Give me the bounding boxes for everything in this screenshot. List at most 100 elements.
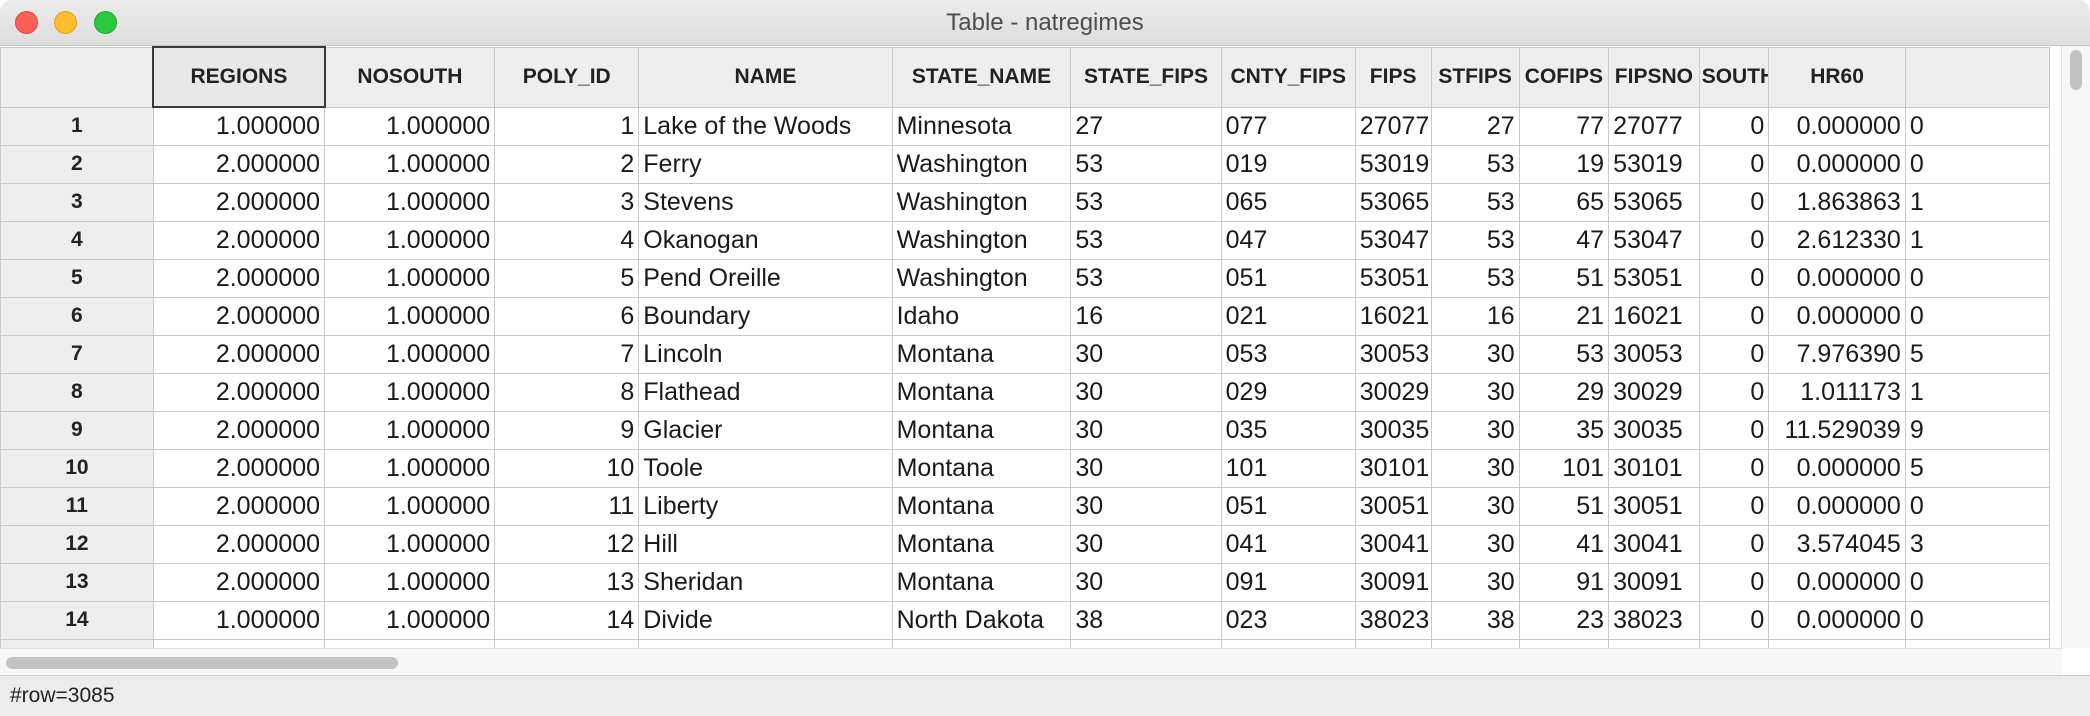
table-cell[interactable]: 1.000000	[324, 410, 496, 450]
table-cell[interactable]: Lincoln	[638, 334, 893, 374]
table-cell[interactable]	[1904, 638, 2051, 648]
table-cell[interactable]: Idaho	[891, 296, 1072, 336]
table-cell[interactable]: 0	[1698, 106, 1770, 146]
table-cell[interactable]: 3	[1904, 524, 2051, 564]
table-cell[interactable]: 0	[1698, 334, 1770, 374]
table-row[interactable]: 11 2.000000 1.000000 11 Liberty Montana 30 051 3…	[0, 486, 2051, 526]
column-header[interactable]: NAME	[638, 46, 893, 108]
table-cell[interactable]: 1.000000	[324, 486, 496, 526]
row-number[interactable]: 4	[0, 220, 154, 260]
table-cell[interactable]: 1.000000	[324, 372, 496, 412]
table-cell[interactable]: Washington	[891, 258, 1072, 298]
table-cell[interactable]: 30	[1070, 448, 1222, 488]
table-cell[interactable]: 30035	[1608, 410, 1700, 450]
table-cell[interactable]: 13	[494, 562, 640, 602]
table-cell[interactable]: 41	[1518, 524, 1610, 564]
table-cell[interactable]: 1.000000	[324, 144, 496, 184]
table-cell[interactable]: 0.000000	[1768, 600, 1906, 640]
table-cell[interactable]: 3	[494, 182, 640, 222]
table-cell[interactable]: 101	[1220, 448, 1356, 488]
table-cell[interactable]: 1.011173	[1768, 372, 1906, 412]
table-cell[interactable]: 2.000000	[152, 220, 326, 260]
table-cell[interactable]: 1.863863	[1768, 182, 1906, 222]
table-cell[interactable]: 30051	[1354, 486, 1432, 526]
table-cell[interactable]: 077	[1220, 106, 1356, 146]
table-cell[interactable]: 1.000000	[324, 182, 496, 222]
table-cell[interactable]: 30091	[1608, 562, 1700, 602]
table-cell[interactable]: 0	[1904, 144, 2051, 184]
table-cell[interactable]: 65	[1518, 182, 1610, 222]
column-header[interactable]: STFIPS	[1430, 46, 1520, 108]
table-row[interactable]: 4 2.000000 1.000000 4 Okanogan Washington 53 04…	[0, 220, 2051, 260]
table-cell[interactable]	[1518, 638, 1610, 648]
table-cell[interactable]: 30	[1070, 562, 1222, 602]
table-cell[interactable]: 1.000000	[152, 106, 326, 146]
table-cell[interactable]: 10	[494, 448, 640, 488]
table-cell[interactable]: 0.000000	[1768, 562, 1906, 602]
table-cell[interactable]: Montana	[891, 410, 1072, 450]
table-cell[interactable]	[152, 638, 326, 648]
row-number[interactable]: 12	[0, 524, 154, 564]
column-header[interactable]: REGIONS	[152, 46, 326, 108]
table-cell[interactable]: 2	[494, 144, 640, 184]
table-cell[interactable]: 1	[1904, 220, 2051, 260]
table-cell[interactable]: 0.000000	[1768, 448, 1906, 488]
table-cell[interactable]: Montana	[891, 562, 1072, 602]
table-cell[interactable]: 1	[1904, 372, 2051, 412]
table-cell[interactable]: 1.000000	[324, 524, 496, 564]
table-cell[interactable]: 0.000000	[1768, 144, 1906, 184]
table-cell[interactable]: Hill	[638, 524, 893, 564]
table-cell[interactable]: 53	[1430, 258, 1520, 298]
table-cell[interactable]: Montana	[891, 486, 1072, 526]
table-cell[interactable]: 38023	[1354, 600, 1432, 640]
table-cell[interactable]: Glacier	[638, 410, 893, 450]
table-cell[interactable]: 14	[494, 600, 640, 640]
table-cell[interactable]: 27077	[1608, 106, 1700, 146]
table-cell[interactable]: Montana	[891, 524, 1072, 564]
table-cell[interactable]: 23	[1518, 600, 1610, 640]
table-cell[interactable]: 53	[1430, 220, 1520, 260]
table-row[interactable]: 14 1.000000 1.000000 14 Divide North Dakota 38…	[0, 600, 2051, 640]
column-header[interactable]: POLY_ID	[494, 46, 640, 108]
table-cell[interactable]: 30	[1430, 334, 1520, 374]
table-cell[interactable]	[1698, 638, 1770, 648]
table-row[interactable]: 8 2.000000 1.000000 8 Flathead Montana 30 029 30…	[0, 372, 2051, 412]
table-cell[interactable]: Sheridan	[638, 562, 893, 602]
table-cell[interactable]: 5	[1904, 334, 2051, 374]
table-cell[interactable]: 53047	[1354, 220, 1432, 260]
table-cell[interactable]: 30	[1070, 334, 1222, 374]
table-row[interactable]: 6 2.000000 1.000000 6 Boundary Idaho 16 021 1602…	[0, 296, 2051, 336]
table-cell[interactable]: 0	[1904, 600, 2051, 640]
table-cell[interactable]: Washington	[891, 182, 1072, 222]
table-cell[interactable]: 91	[1518, 562, 1610, 602]
table-cell[interactable]: 1.000000	[324, 220, 496, 260]
table-row[interactable]: 12 2.000000 1.000000 12 Hill Montana 30 041 3004…	[0, 524, 2051, 564]
column-header[interactable]: COFIPS	[1518, 46, 1610, 108]
table-cell[interactable]: 0	[1698, 258, 1770, 298]
table-cell[interactable]: 30029	[1354, 372, 1432, 412]
table-cell[interactable]: 30	[1430, 524, 1520, 564]
table-row[interactable]: 5 2.000000 1.000000 5 Pend Oreille Washington…	[0, 258, 2051, 298]
table-cell[interactable]: 30101	[1354, 448, 1432, 488]
table-cell[interactable]: 19	[1518, 144, 1610, 184]
corner-header-cell[interactable]	[0, 46, 154, 108]
table-cell[interactable]: 27	[1070, 106, 1222, 146]
table-cell[interactable]: 1	[1904, 182, 2051, 222]
table-cell[interactable]: 2.000000	[152, 296, 326, 336]
table-cell[interactable]: 30053	[1608, 334, 1700, 374]
table-cell[interactable]: Ferry	[638, 144, 893, 184]
table-cell[interactable]: 51	[1518, 486, 1610, 526]
vertical-scrollbar[interactable]	[2061, 46, 2090, 648]
table-cell[interactable]: 53047	[1608, 220, 1700, 260]
row-number[interactable]: 9	[0, 410, 154, 450]
table-cell[interactable]: 53	[1518, 334, 1610, 374]
table-cell[interactable]: 30	[1430, 562, 1520, 602]
table-cell[interactable]: 7.976390	[1768, 334, 1906, 374]
table-cell[interactable]: 0	[1904, 106, 2051, 146]
table-cell[interactable]	[1354, 638, 1432, 648]
table-cell[interactable]: 53019	[1354, 144, 1432, 184]
table-cell[interactable]: 029	[1220, 372, 1356, 412]
table-cell[interactable]	[324, 638, 496, 648]
table-row[interactable]	[0, 638, 2051, 648]
row-number[interactable]	[0, 638, 154, 648]
